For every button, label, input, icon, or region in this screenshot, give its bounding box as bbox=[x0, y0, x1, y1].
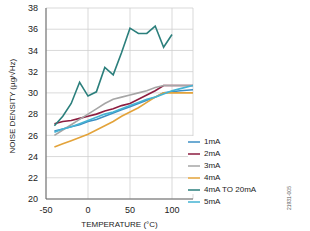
html-text:4mA: 4mA bbox=[204, 173, 221, 183]
svg-text:0: 0 bbox=[85, 205, 90, 215]
svg-text:36: 36 bbox=[28, 24, 38, 34]
html-text:21931-005: 21931-005 bbox=[286, 186, 292, 210]
svg-text:34: 34 bbox=[28, 46, 38, 56]
svg-text:24: 24 bbox=[28, 152, 38, 162]
svg-text:22: 22 bbox=[28, 173, 38, 183]
html-text:3mA: 3mA bbox=[204, 161, 221, 171]
svg-text:50: 50 bbox=[125, 205, 135, 215]
svg-text:26: 26 bbox=[28, 131, 38, 141]
svg-text:38: 38 bbox=[28, 3, 38, 13]
html-text:4mA TO 20mA: 4mA TO 20mA bbox=[204, 185, 257, 195]
svg-text:30: 30 bbox=[28, 88, 38, 98]
html-text:5mA: 5mA bbox=[204, 197, 221, 207]
svg-text:-50: -50 bbox=[39, 205, 52, 215]
svg-text:TEMPERATURE (°C): TEMPERATURE (°C) bbox=[81, 220, 158, 229]
svg-text:NOISE DENSITY (µg/√Hz): NOISE DENSITY (µg/√Hz) bbox=[8, 59, 17, 154]
html-text:1mA: 1mA bbox=[204, 137, 221, 147]
svg-text:20: 20 bbox=[28, 194, 38, 204]
html-text:2mA: 2mA bbox=[204, 149, 221, 159]
svg-text:100: 100 bbox=[164, 205, 179, 215]
svg-text:32: 32 bbox=[28, 67, 38, 77]
svg-text:28: 28 bbox=[28, 109, 38, 119]
